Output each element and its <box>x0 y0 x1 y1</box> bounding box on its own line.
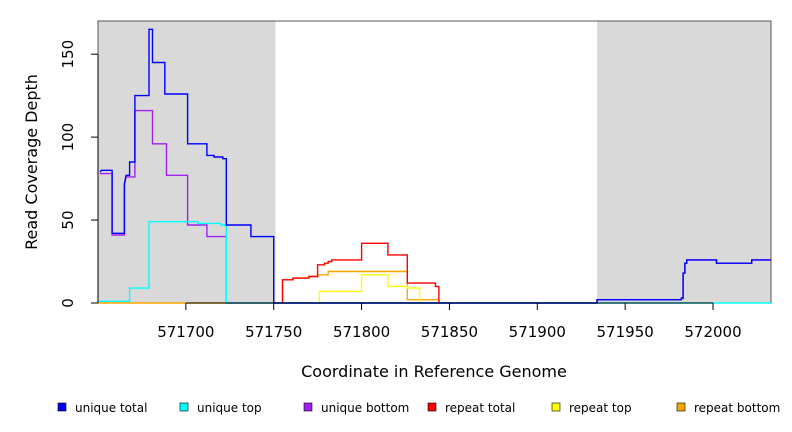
legend-swatch-unique-total <box>57 402 67 412</box>
series-line-repeat-total <box>281 242 440 303</box>
y-tick-label: 150 <box>59 40 77 69</box>
y-tick-label: 0 <box>59 298 77 308</box>
legend-swatch-unique-top <box>179 402 189 412</box>
shaded-regions <box>98 21 771 303</box>
x-tick-label: 571800 <box>333 323 390 341</box>
y-axis: 0 50 100 150 <box>59 40 99 308</box>
legend-label-unique-bottom: unique bottom <box>321 401 409 415</box>
x-tick-label: 571900 <box>509 323 566 341</box>
x-tick-label: 572000 <box>684 323 741 341</box>
x-tick-label: 571700 <box>157 323 214 341</box>
legend-label-repeat-top: repeat top <box>569 401 632 415</box>
legend: unique total unique top unique bottom repea… <box>57 401 780 415</box>
legend-label-unique-total: unique total <box>75 401 147 415</box>
shaded-region-1 <box>98 21 276 303</box>
legend-swatch-repeat-top <box>551 402 561 412</box>
legend-label-repeat-bottom: repeat bottom <box>694 401 780 415</box>
y-tick-label: 100 <box>59 123 77 152</box>
legend-swatch-repeat-bottom <box>676 402 686 412</box>
series-line-unique-total <box>99 28 771 304</box>
series-line-repeat-top <box>318 274 421 303</box>
x-axis: 571700 571750 571800 571850 571900 571950 5720… <box>157 302 742 341</box>
legend-label-repeat-total: repeat total <box>445 401 515 415</box>
x-tick-label: 571850 <box>421 323 478 341</box>
y-axis-title: Read Coverage Depth <box>22 74 41 250</box>
x-tick-label: 571750 <box>245 323 302 341</box>
legend-swatch-repeat-total <box>427 402 437 412</box>
legend-swatch-unique-bottom <box>303 402 313 412</box>
legend-label-unique-top: unique top <box>197 401 262 415</box>
x-axis-title: Coordinate in Reference Genome <box>301 362 567 381</box>
x-tick-label: 571950 <box>597 323 654 341</box>
y-tick-label: 50 <box>59 211 77 230</box>
shaded-region-2 <box>597 21 771 303</box>
